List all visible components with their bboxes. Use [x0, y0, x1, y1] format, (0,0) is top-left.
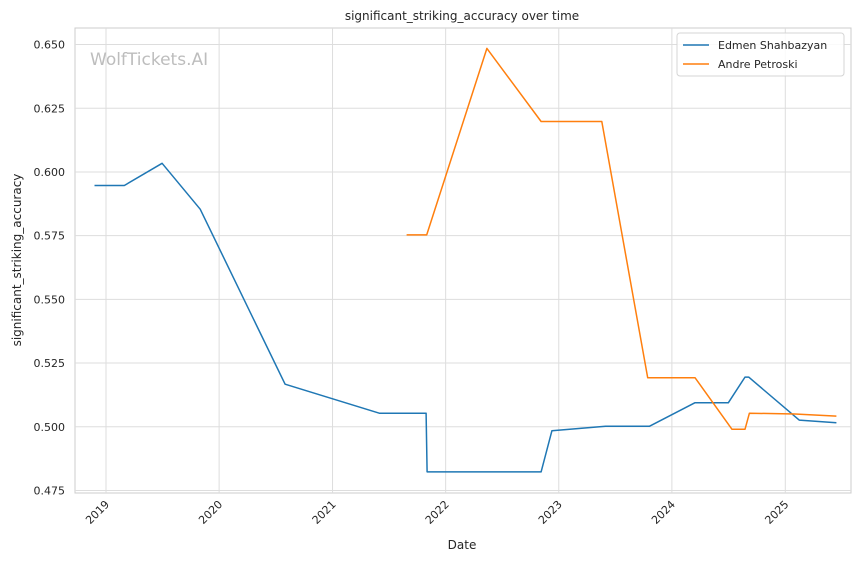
chart-title: significant_striking_accuracy over time — [345, 9, 579, 23]
grid-lines — [75, 28, 851, 493]
series-line — [406, 47, 837, 431]
y-tick-label: 0.600 — [34, 166, 66, 179]
x-axis-label: Date — [448, 538, 477, 552]
y-tick-label: 0.575 — [34, 230, 66, 243]
y-tick-label: 0.500 — [34, 421, 66, 434]
legend-label: Edmen Shahbazyan — [718, 39, 827, 52]
legend-box — [676, 32, 845, 77]
plot-area — [74, 27, 852, 494]
plot-border — [74, 27, 852, 494]
series-line — [94, 162, 837, 473]
y-axis-ticks: 0.475 0.500 0.525 0.550 0.575 0.600 0.625 0.650 — [34, 39, 66, 498]
series-layer — [94, 47, 837, 473]
legend-label: Andre Petroski — [718, 58, 798, 71]
y-tick-label: 0.625 — [34, 102, 66, 115]
y-tick-label: 0.525 — [34, 357, 66, 370]
watermark-text: WolfTickets.AI — [90, 50, 208, 70]
y-axis-label: significant_striking_accuracy — [10, 174, 24, 347]
y-tick-label: 0.550 — [34, 293, 66, 306]
legend: Edmen Shahbazyan Andre Petroski — [676, 32, 845, 77]
y-tick-label: 0.650 — [34, 39, 66, 52]
y-tick-label: 0.475 — [34, 484, 66, 497]
